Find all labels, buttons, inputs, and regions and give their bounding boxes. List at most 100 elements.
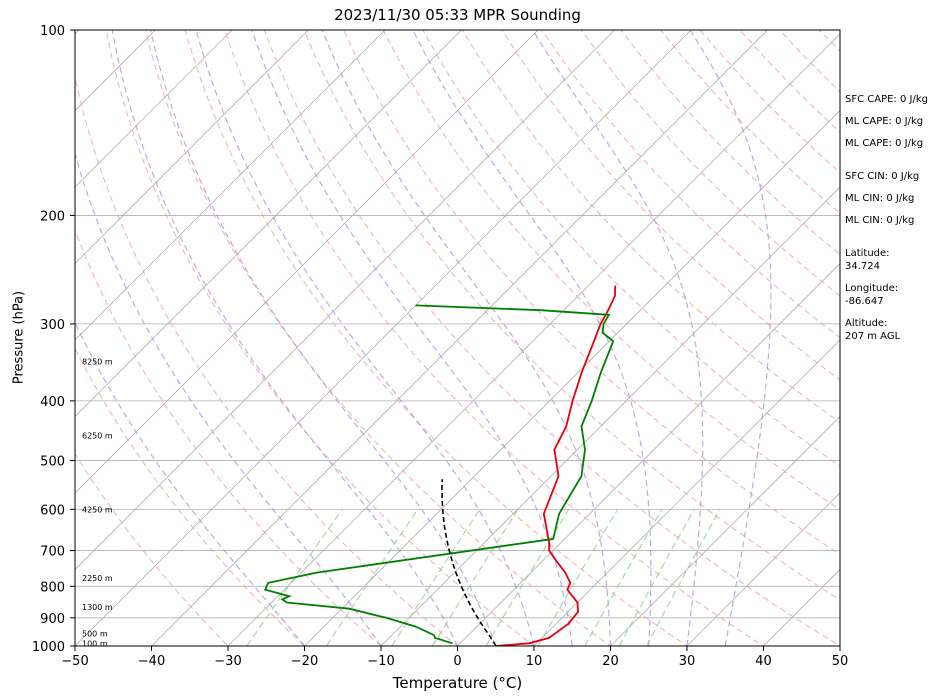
ml-cape-text-2: ML CAPE: 0 J/kg	[845, 138, 924, 149]
isotherm-line	[75, 30, 539, 494]
y-tick-label: 400	[40, 395, 65, 410]
moist-adiabat-line	[532, 30, 704, 646]
mixing-ratio-line	[584, 509, 663, 646]
y-tick-label: 700	[40, 545, 65, 560]
isotherm-line	[75, 30, 692, 646]
dry-adiabat-line	[224, 30, 765, 646]
ml-cape-text: ML CAPE: 0 J/kg	[845, 116, 924, 127]
height-label: 100 m	[82, 639, 108, 648]
moist-adiabat-line	[195, 30, 535, 646]
isotherm-line	[533, 339, 840, 646]
x-tick-label: 30	[679, 654, 696, 669]
isotherm-line	[75, 30, 309, 265]
chart-title: 2023/11/30 05:33 MPR Sounding	[334, 6, 581, 24]
isotherm-line	[75, 30, 462, 418]
height-label: 2250 m	[82, 574, 113, 583]
mixing-ratio-line	[391, 508, 481, 646]
isotherm-line	[75, 30, 615, 571]
height-label: 500 m	[82, 630, 108, 639]
dry-adiabat-line	[184, 30, 689, 646]
dry-adiabat-line	[501, 30, 840, 381]
moist-adiabat-line	[251, 30, 573, 646]
dry-adiabat-line	[105, 30, 535, 646]
isotherm-line	[75, 30, 386, 341]
x-tick-label: −10	[367, 654, 394, 669]
sfc-cape-text: SFC CAPE: 0 J/kg	[845, 94, 928, 105]
y-tick-label: 500	[40, 455, 65, 470]
dry-adiabat-line	[303, 30, 840, 601]
mixing-ratio-line	[646, 509, 721, 646]
mixing-ratio-line	[618, 509, 695, 646]
dry-adiabat-line	[422, 30, 840, 467]
y-tick-label: 100	[40, 24, 65, 39]
altitude-label: Altitude:	[845, 318, 888, 329]
temperature-profile-line	[495, 285, 617, 646]
axis-ticks: −50 −40 −30 −20 −10 0 10 20 30 40 50 1000 900 800 700 6…	[32, 24, 848, 669]
sfc-cin-text: SFC CIN: 0 J/kg	[845, 171, 920, 182]
ml-cin-text: ML CIN: 0 J/kg	[845, 193, 915, 204]
y-tick-label: 900	[40, 612, 65, 627]
dry-adiabat-line	[75, 74, 459, 646]
background-lines	[0, 30, 840, 659]
y-tick-label: 800	[40, 580, 65, 595]
isotherm-line	[0, 30, 3, 659]
dry-adiabat-line	[343, 30, 840, 556]
latitude-value: 34.724	[845, 261, 880, 272]
latitude-label: Latitude:	[845, 248, 890, 259]
isotherm-line	[686, 492, 840, 646]
plot-frame	[74, 29, 841, 647]
x-tick-label: −20	[291, 654, 318, 669]
longitude-label: Longitude:	[845, 283, 899, 294]
dry-adiabat-line	[461, 30, 840, 424]
mixing-ratio-line	[485, 508, 570, 646]
y-tick-label: 200	[40, 209, 65, 224]
height-label: 6250 m	[82, 431, 113, 440]
series-layer	[263, 285, 617, 646]
x-tick-label: 50	[832, 654, 849, 669]
dry-adiabat-line	[75, 452, 229, 646]
height-label: 1300 m	[82, 603, 113, 612]
sounding-info-panel: SFC CAPE: 0 J/kg ML CAPE: 0 J/kg ML CAPE…	[845, 93, 947, 343]
parcel-path-line	[441, 479, 497, 646]
moist-adiabat-line	[149, 30, 497, 646]
moist-adiabat-line	[111, 30, 459, 646]
dry-adiabat-line	[75, 228, 382, 646]
x-tick-label: 20	[602, 654, 619, 669]
x-tick-label: −40	[138, 654, 165, 669]
ml-cin-text-2: ML CIN: 0 J/kg	[845, 215, 915, 226]
mixing-ratio-line	[431, 508, 519, 646]
isotherm-line	[150, 30, 768, 646]
moist-adiabat-line	[321, 30, 612, 646]
height-label: 8250 m	[82, 357, 113, 366]
x-tick-label: 40	[755, 654, 772, 669]
isotherm-line	[227, 33, 840, 646]
mixing-ratio-line	[537, 508, 619, 646]
moist-adiabat-line	[412, 30, 652, 646]
y-tick-label: 600	[40, 503, 65, 518]
mixing-ratio-line	[246, 508, 343, 646]
x-tick-label: 0	[453, 654, 461, 669]
moist-adiabat-line	[689, 30, 772, 646]
x-tick-label: −50	[61, 654, 88, 669]
moist-adiabat-line	[75, 151, 382, 646]
altitude-value: 207 m AGL	[845, 331, 901, 342]
dry-adiabat-line	[382, 30, 840, 511]
dewpoint-profile-line	[263, 304, 615, 645]
y-axis-title: Pressure (hPa)	[11, 290, 27, 385]
x-tick-label: 10	[526, 654, 543, 669]
x-tick-label: −30	[214, 654, 241, 669]
isotherm-line	[75, 30, 233, 188]
height-label: 4250 m	[82, 505, 113, 514]
dry-adiabat-line	[144, 30, 612, 646]
isotherm-line	[456, 262, 840, 646]
x-axis-title: Temperature (°C)	[392, 674, 523, 692]
y-tick-label: 300	[40, 318, 65, 333]
dry-adiabat-line	[263, 30, 840, 646]
isotherm-line	[609, 415, 840, 646]
longitude-value: -86.647	[845, 296, 884, 307]
dry-adiabat-line	[75, 347, 306, 646]
isotherm-line	[303, 109, 840, 646]
mixing-ratio-line	[325, 508, 419, 646]
